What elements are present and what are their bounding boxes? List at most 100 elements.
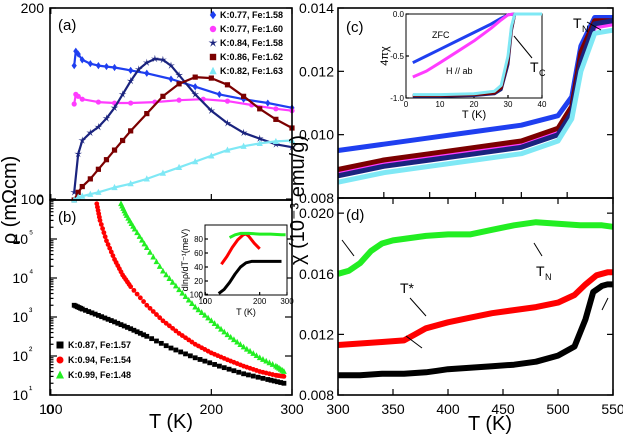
legend-label: K:0.77, Fe:1.60 xyxy=(220,24,283,34)
data-point xyxy=(192,83,198,91)
data-point xyxy=(281,380,287,386)
data-point xyxy=(189,300,195,306)
x-tick-label: 350 xyxy=(381,401,405,417)
data-point xyxy=(260,356,266,362)
data-point xyxy=(226,366,232,372)
y-tick-label: 0.008 xyxy=(299,387,334,403)
panel-c-inset: 0.0 -0.5 -1.00 10 20 30 40 T (K) 4πχ ZFC H // ab T C xyxy=(379,10,547,121)
data-point xyxy=(271,378,277,384)
legend-marker xyxy=(209,25,217,33)
data-point xyxy=(70,188,79,196)
data-point xyxy=(273,106,279,112)
data-point xyxy=(134,329,140,335)
inset-x-tick-label: 0 xyxy=(404,100,409,109)
data-point xyxy=(144,302,150,308)
data-point xyxy=(266,359,273,366)
data-point xyxy=(103,157,110,163)
data-point xyxy=(182,293,189,300)
data-point xyxy=(86,309,92,314)
data-point xyxy=(241,93,247,99)
inset-x-tick-label: 200 xyxy=(253,297,267,306)
data-point xyxy=(79,183,85,190)
data-point xyxy=(175,71,183,79)
data-point xyxy=(74,149,83,158)
right-y-axis-title: χ (10⁻³ emu/g) xyxy=(287,135,309,265)
axis-titles: ρ (mΩcm) χ (10⁻³ emu/g) T (K) T (K) xyxy=(0,135,512,435)
data-point xyxy=(102,315,108,321)
legend-marker xyxy=(208,38,218,47)
series-circle xyxy=(94,201,287,379)
data-point xyxy=(149,336,155,342)
annotation-arrow xyxy=(586,21,602,31)
data-point xyxy=(125,324,130,330)
data-point xyxy=(108,249,114,255)
data-point xyxy=(137,295,143,301)
data-point xyxy=(207,360,213,366)
inset-y-tick-label: 40 xyxy=(194,263,203,272)
data-point xyxy=(137,330,143,336)
data-point xyxy=(243,345,250,352)
data-point xyxy=(246,372,251,378)
data-point xyxy=(224,146,231,153)
data-point xyxy=(105,316,111,322)
data-point xyxy=(237,341,244,347)
data-point xyxy=(178,349,184,355)
legend-label: K:0.77, Fe:1.58 xyxy=(220,10,283,20)
annotation-field: H // ab xyxy=(446,66,473,76)
data-point xyxy=(265,377,271,382)
data-point xyxy=(153,258,160,265)
data-point xyxy=(231,368,237,374)
inset-y-tick-label: 20 xyxy=(194,277,203,286)
data-point xyxy=(278,380,284,385)
inset-y-tick-label: -1.0 xyxy=(390,94,404,103)
data-point xyxy=(192,355,198,361)
series-navy xyxy=(337,18,614,179)
data-point xyxy=(87,60,93,68)
data-point xyxy=(144,111,150,117)
data-point xyxy=(275,379,280,385)
y-tick-label: 0.010 xyxy=(299,127,334,143)
data-point xyxy=(240,343,247,350)
data-point xyxy=(107,245,113,251)
panel-d: 0.008 0.012 0.016 0.020 300 350 400 450 500 550 (d… xyxy=(299,198,623,417)
data-point xyxy=(75,93,81,99)
y-tick-exponent: ¹ xyxy=(29,385,33,396)
data-point xyxy=(131,287,137,293)
data-point xyxy=(79,96,85,102)
inset-series xyxy=(228,231,286,239)
legend-marker xyxy=(56,341,64,349)
data-point xyxy=(118,90,127,98)
inset-series xyxy=(217,259,282,295)
data-point xyxy=(224,82,231,88)
legend-label: K:0.82, Fe:1.63 xyxy=(220,66,283,76)
y-tick-label: 0.008 xyxy=(299,190,334,206)
series-green xyxy=(337,219,614,277)
data-point xyxy=(160,93,166,99)
data-point xyxy=(78,136,87,144)
data-point xyxy=(208,75,214,81)
data-point xyxy=(224,331,231,338)
data-point xyxy=(166,323,172,329)
data-point xyxy=(79,306,85,312)
annotation-zfc: ZFC xyxy=(432,30,450,40)
right-x-axis-title: T (K) xyxy=(468,413,512,435)
y-tick-exponent: ⁴ xyxy=(29,268,33,279)
legend-marker xyxy=(209,10,217,20)
data-point xyxy=(102,114,111,122)
series-line xyxy=(337,18,614,179)
data-point xyxy=(75,189,81,195)
data-point xyxy=(168,75,174,83)
data-point xyxy=(150,253,157,260)
panel-label-b: (b) xyxy=(58,209,76,226)
data-point xyxy=(150,309,156,314)
data-point xyxy=(97,217,103,223)
data-point xyxy=(111,63,118,72)
series-line xyxy=(73,139,293,201)
legend-b: K:0.87, Fe:1.57 K:0.94, Fe:1.54 K:0.99, Fe… xyxy=(56,340,131,380)
data-point xyxy=(185,296,192,303)
data-point xyxy=(111,147,118,153)
data-point xyxy=(143,175,150,182)
data-point xyxy=(205,314,212,321)
inset-series-magenta xyxy=(412,12,542,79)
y-tick-label: 0.016 xyxy=(299,266,334,282)
